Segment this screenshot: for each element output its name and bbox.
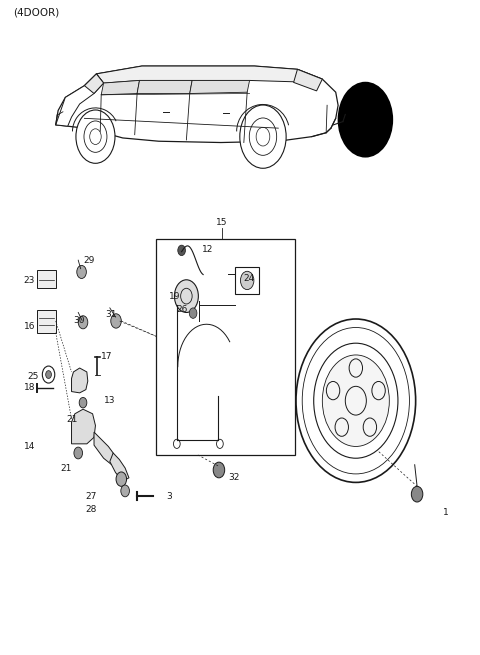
Text: 21: 21 [67,415,78,424]
Circle shape [174,280,198,312]
Circle shape [189,308,197,318]
Text: 3: 3 [166,492,171,500]
Circle shape [411,486,423,502]
Text: 17: 17 [101,352,113,362]
Circle shape [314,343,398,458]
Text: 19: 19 [168,291,180,301]
Polygon shape [72,409,96,444]
Text: 1: 1 [443,508,449,517]
Text: 16: 16 [24,322,35,331]
Polygon shape [294,69,323,91]
Circle shape [78,316,88,329]
Circle shape [46,371,51,379]
Polygon shape [190,81,250,94]
Circle shape [240,271,254,290]
Polygon shape [94,432,117,465]
Bar [36,310,56,333]
Bar [36,270,56,288]
Polygon shape [96,66,323,84]
Circle shape [74,447,83,459]
Text: 31: 31 [105,310,117,319]
Circle shape [111,314,121,328]
Bar [235,267,259,293]
Circle shape [121,485,130,496]
Bar [156,239,295,455]
Circle shape [178,245,185,255]
Text: 23: 23 [24,276,35,285]
Polygon shape [72,368,88,393]
Circle shape [337,82,393,158]
Polygon shape [84,74,104,94]
Text: 15: 15 [216,219,228,227]
Circle shape [77,265,86,278]
Text: 25: 25 [27,372,38,381]
Circle shape [323,355,389,447]
Text: 29: 29 [83,256,95,265]
Polygon shape [101,81,140,95]
Text: 28: 28 [85,505,96,514]
Text: 30: 30 [73,316,85,326]
Polygon shape [110,453,129,481]
Text: 14: 14 [24,442,35,451]
Text: 24: 24 [244,274,255,283]
Text: (4DOOR): (4DOOR) [12,7,59,17]
Circle shape [76,110,115,163]
Polygon shape [56,74,104,126]
Circle shape [213,462,225,478]
Text: 18: 18 [24,383,35,392]
Text: 32: 32 [228,474,240,482]
Text: 21: 21 [60,464,72,472]
Text: 13: 13 [104,396,115,405]
Text: 26: 26 [176,305,187,314]
Circle shape [116,472,127,486]
Text: 12: 12 [202,244,213,253]
Polygon shape [56,66,338,143]
Text: 27: 27 [85,492,96,501]
Polygon shape [137,81,192,94]
Circle shape [240,105,286,168]
Circle shape [296,319,416,482]
Circle shape [79,398,87,408]
